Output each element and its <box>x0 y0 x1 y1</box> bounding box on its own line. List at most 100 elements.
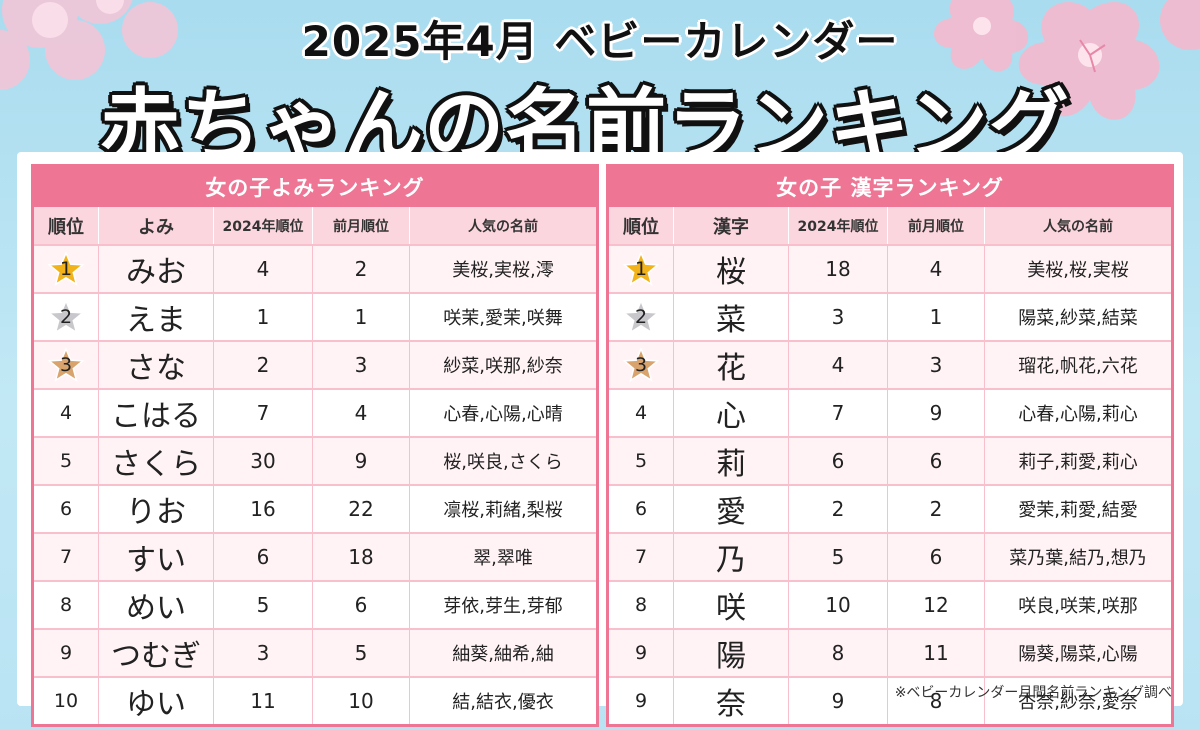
prev-month-cell: 6 <box>887 532 985 581</box>
table-row: 10 ゆい 11 10 結,結衣,優衣 <box>34 676 596 724</box>
column-header: 2024年順位 <box>788 207 888 245</box>
rank-cell: 5 <box>609 436 674 485</box>
name-cell: さくら <box>98 436 214 485</box>
popular-names-cell: 芽依,芽生,芽郁 <box>409 580 596 629</box>
rank-2024-cell: 3 <box>788 292 888 341</box>
prev-month-cell: 9 <box>312 436 410 485</box>
rank-cell: 7 <box>34 532 99 581</box>
rank-cell: 4 <box>609 388 674 437</box>
prev-month-cell: 6 <box>312 580 410 629</box>
popular-names-cell: 莉子,莉愛,莉心 <box>984 436 1171 485</box>
rank-2024-cell: 4 <box>213 244 313 293</box>
prev-month-cell: 6 <box>887 436 985 485</box>
rank-number: 3 <box>634 354 648 376</box>
column-header: 順位 <box>609 207 674 245</box>
rank-number: 3 <box>59 354 73 376</box>
name-cell: つむぎ <box>98 628 214 677</box>
popular-names-cell: 愛茉,莉愛,結愛 <box>984 484 1171 533</box>
column-header: 漢字 <box>673 207 789 245</box>
name-cell: さな <box>98 340 214 389</box>
column-header-row: 順位 よみ 2024年順位 前月順位 人気の名前 <box>34 207 596 245</box>
rank-2024-cell: 2 <box>788 484 888 533</box>
rank-number: 1 <box>634 258 648 280</box>
table-row: 1 みお 4 2 美桜,実桜,澪 <box>34 244 596 293</box>
rank-2024-cell: 10 <box>788 580 888 629</box>
rank-star-icon: 2 <box>623 300 659 334</box>
name-cell: 花 <box>673 340 789 389</box>
popular-names-cell: 咲良,咲茉,咲那 <box>984 580 1171 629</box>
prev-month-cell: 11 <box>887 628 985 677</box>
rank-star-icon: 1 <box>48 252 84 286</box>
popular-names-cell: 紗菜,咲那,紗奈 <box>409 340 596 389</box>
name-cell: 乃 <box>673 532 789 581</box>
rank-star-icon: 3 <box>623 348 659 382</box>
prev-month-cell: 1 <box>887 292 985 341</box>
prev-month-cell: 3 <box>887 340 985 389</box>
table-row: 7 乃 5 6 菜乃葉,結乃,想乃 <box>609 532 1171 581</box>
popular-names-cell: 美桜,桜,実桜 <box>984 244 1171 293</box>
rank-2024-cell: 1 <box>213 292 313 341</box>
rank-cell: 1 <box>34 244 99 293</box>
popular-names-cell: 凛桜,莉緒,梨桜 <box>409 484 596 533</box>
name-cell: 咲 <box>673 580 789 629</box>
popular-names-cell: 翠,翠唯 <box>409 532 596 581</box>
rank-2024-cell: 11 <box>213 676 313 724</box>
name-cell: みお <box>98 244 214 293</box>
table-title: 女の子 漢字ランキング <box>609 167 1171 207</box>
column-header: よみ <box>98 207 214 245</box>
name-cell: 菜 <box>673 292 789 341</box>
table-row: 8 咲 10 12 咲良,咲茉,咲那 <box>609 580 1171 629</box>
column-header: 2024年順位 <box>213 207 313 245</box>
rank-2024-cell: 18 <box>788 244 888 293</box>
rank-2024-cell: 6 <box>788 436 888 485</box>
yomi-ranking-table: 女の子よみランキング 順位 よみ 2024年順位 前月順位 人気の名前 1 みお 4… <box>31 164 599 727</box>
name-cell: 陽 <box>673 628 789 677</box>
popular-names-cell: 桜,咲良,さくら <box>409 436 596 485</box>
name-cell: こはる <box>98 388 214 437</box>
rank-cell: 1 <box>609 244 674 293</box>
column-header: 順位 <box>34 207 99 245</box>
popular-names-cell: 咲茉,愛茉,咲舞 <box>409 292 596 341</box>
table-row: 6 りお 16 22 凛桜,莉緒,梨桜 <box>34 484 596 533</box>
column-header: 人気の名前 <box>984 207 1171 245</box>
table-row: 6 愛 2 2 愛茉,莉愛,結愛 <box>609 484 1171 533</box>
rank-2024-cell: 5 <box>213 580 313 629</box>
prev-month-cell: 12 <box>887 580 985 629</box>
column-header: 人気の名前 <box>409 207 596 245</box>
rank-cell: 7 <box>609 532 674 581</box>
cherry-blossom-left-icon <box>0 0 178 90</box>
rank-star-icon: 3 <box>48 348 84 382</box>
table-row: 5 さくら 30 9 桜,咲良,さくら <box>34 436 596 485</box>
name-cell: りお <box>98 484 214 533</box>
rank-number: 2 <box>634 306 648 328</box>
rank-star-icon: 2 <box>48 300 84 334</box>
name-cell: すい <box>98 532 214 581</box>
rank-cell: 9 <box>609 628 674 677</box>
name-cell: めい <box>98 580 214 629</box>
cherry-blossom-right-icon <box>934 0 1200 120</box>
table-row: 1 桜 18 4 美桜,桜,実桜 <box>609 244 1171 293</box>
table-row: 4 心 7 9 心春,心陽,莉心 <box>609 388 1171 437</box>
name-cell: 桜 <box>673 244 789 293</box>
rank-cell: 2 <box>609 292 674 341</box>
name-cell: 心 <box>673 388 789 437</box>
rank-2024-cell: 9 <box>788 676 888 724</box>
prev-month-cell: 9 <box>887 388 985 437</box>
table-row: 8 めい 5 6 芽依,芽生,芽郁 <box>34 580 596 629</box>
popular-names-cell: 結,結衣,優衣 <box>409 676 596 724</box>
table-row: 2 菜 3 1 陽菜,紗菜,結菜 <box>609 292 1171 341</box>
popular-names-cell: 陽葵,陽菜,心陽 <box>984 628 1171 677</box>
rank-2024-cell: 16 <box>213 484 313 533</box>
rank-2024-cell: 2 <box>213 340 313 389</box>
rank-star-icon: 1 <box>623 252 659 286</box>
rank-cell: 4 <box>34 388 99 437</box>
popular-names-cell: 杏奈,紗奈,愛奈 <box>984 676 1171 724</box>
rank-cell: 5 <box>34 436 99 485</box>
rank-cell: 6 <box>609 484 674 533</box>
rank-number: 1 <box>59 258 73 280</box>
name-cell: 莉 <box>673 436 789 485</box>
popular-names-cell: 紬葵,紬希,紬 <box>409 628 596 677</box>
rank-cell: 9 <box>34 628 99 677</box>
rank-2024-cell: 3 <box>213 628 313 677</box>
